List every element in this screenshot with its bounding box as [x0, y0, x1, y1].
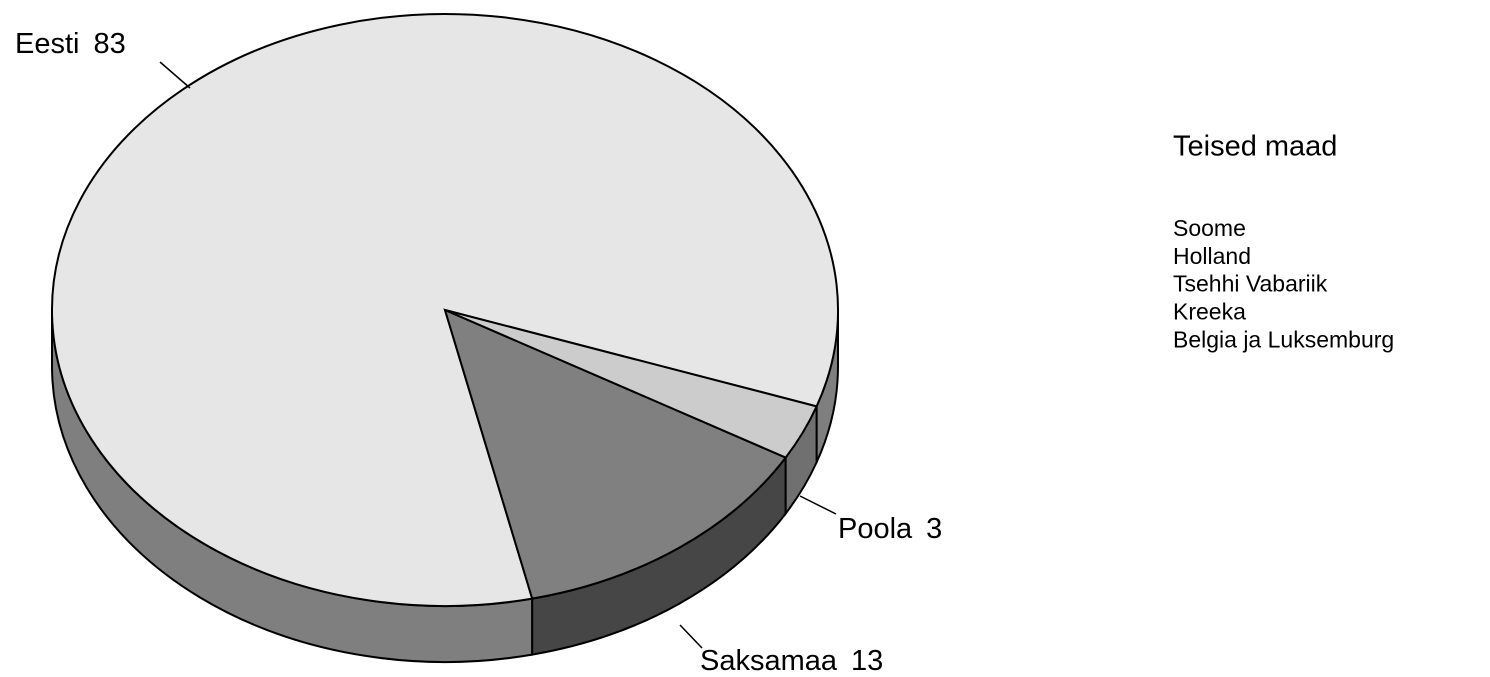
slice-value: 13 — [851, 645, 883, 677]
leader-line — [799, 495, 837, 515]
leader-line — [679, 624, 703, 649]
slice-value: 83 — [93, 28, 125, 60]
legend-item: Soome — [1173, 215, 1246, 241]
slice-label: Eesti 83 — [15, 28, 126, 60]
slice-label: Saksamaa 13 — [700, 645, 883, 677]
legend-title: Teised maad — [1173, 131, 1337, 163]
slice-name: Saksamaa — [700, 645, 838, 677]
legend-item: Holland — [1173, 243, 1251, 269]
slice-value: 3 — [926, 513, 942, 545]
slice-name: Poola — [838, 513, 913, 545]
leader-line — [159, 61, 191, 89]
slice-label: Poola 3 — [838, 513, 942, 545]
slice-name: Eesti — [15, 28, 79, 60]
pie-slice — [444, 309, 818, 459]
legend-item: Tsehhi Vabariik — [1173, 271, 1328, 297]
legend-item: Belgia ja Luksemburg — [1173, 326, 1394, 352]
pie-slice — [443, 308, 788, 600]
legend-item: Kreeka — [1173, 298, 1246, 324]
